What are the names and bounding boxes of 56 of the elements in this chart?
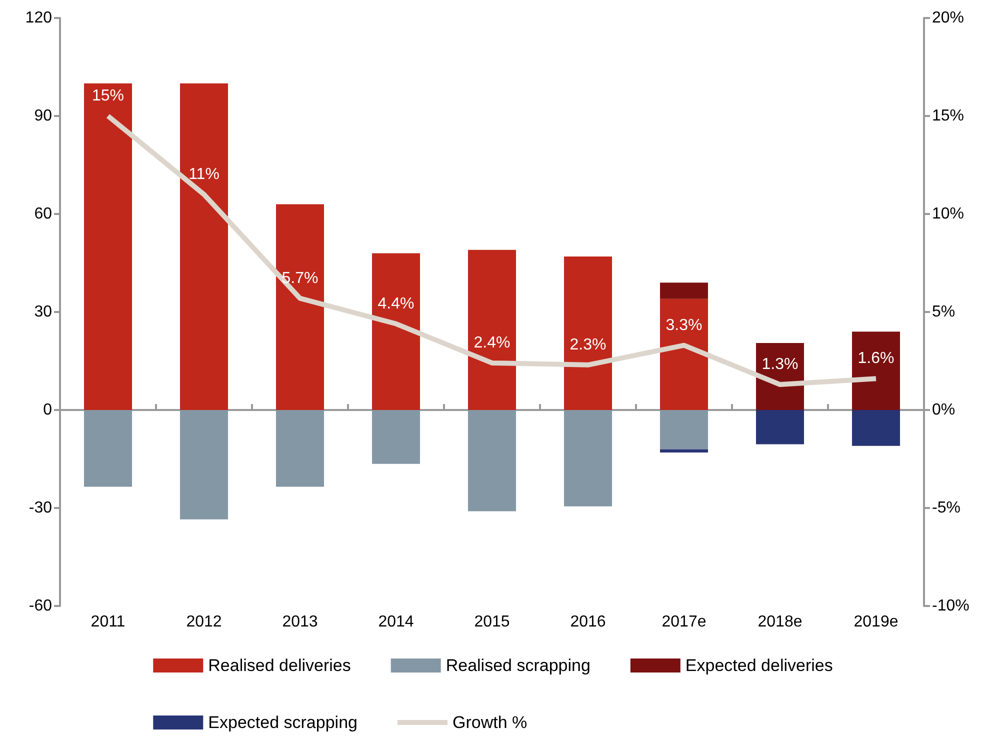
bar xyxy=(660,282,708,299)
bar xyxy=(372,253,420,410)
x-tick-label: 2015 xyxy=(474,614,510,630)
legend-label: Growth % xyxy=(452,713,528,732)
bar xyxy=(276,410,324,487)
y-tick-label: -60 xyxy=(28,598,52,614)
bar xyxy=(180,83,228,410)
y-tick-label: 120 xyxy=(25,10,52,26)
y2-tick-label: -5% xyxy=(932,500,960,516)
bar xyxy=(180,410,228,520)
y-tick-label: 90 xyxy=(34,108,52,124)
legend-label: Realised scrapping xyxy=(446,656,590,675)
x-tick-label: 2019e xyxy=(854,614,898,630)
data-label: 1.3% xyxy=(762,356,798,374)
bar xyxy=(468,250,516,410)
y2-tick-label: 10% xyxy=(932,206,964,222)
data-label: 3.3% xyxy=(666,316,702,334)
bar xyxy=(84,83,132,410)
x-tick-label: 2011 xyxy=(90,614,126,630)
data-label: 11% xyxy=(188,166,220,183)
data-label: 5.7% xyxy=(282,270,318,287)
x-tick-label: 2016 xyxy=(570,614,606,630)
bar xyxy=(852,332,900,410)
bar xyxy=(468,410,516,512)
bar xyxy=(852,410,900,446)
data-label: 15% xyxy=(92,88,124,104)
y-tick-label: 60 xyxy=(34,206,52,222)
bar xyxy=(372,410,420,464)
x-tick-label: 2014 xyxy=(378,614,414,630)
y-tick-label: 30 xyxy=(34,304,52,320)
y2-tick-label: 5% xyxy=(932,304,956,320)
data-label: 2.4% xyxy=(474,334,510,352)
y-tick-label: -30 xyxy=(28,500,52,516)
data-label: 1.6% xyxy=(858,350,894,368)
data-label: 4.4% xyxy=(378,295,414,312)
y2-tick-label: 0% xyxy=(932,402,956,418)
y2-tick-label: 20% xyxy=(932,10,964,26)
legend-label: Expected scrapping xyxy=(208,713,358,732)
y2-tick-label: 15% xyxy=(932,108,964,124)
x-tick-label: 2012 xyxy=(186,614,222,630)
x-tick-label: 2013 xyxy=(282,614,318,630)
bar xyxy=(276,204,324,410)
legend-label: Expected deliveries xyxy=(685,656,833,675)
bar xyxy=(756,410,804,444)
x-tick-label: 2018e xyxy=(758,614,802,630)
data-label: 2.3% xyxy=(570,336,606,354)
y2-tick-label: -10% xyxy=(932,598,970,614)
bar xyxy=(84,410,132,487)
bar xyxy=(660,298,708,410)
bar xyxy=(564,256,612,410)
x-tick-label: 2017e xyxy=(662,614,706,630)
bar xyxy=(660,449,708,452)
legend-label: Realised deliveries xyxy=(208,656,351,675)
y-tick-label: 0 xyxy=(43,402,52,418)
bar xyxy=(564,410,612,506)
bar xyxy=(660,410,708,450)
